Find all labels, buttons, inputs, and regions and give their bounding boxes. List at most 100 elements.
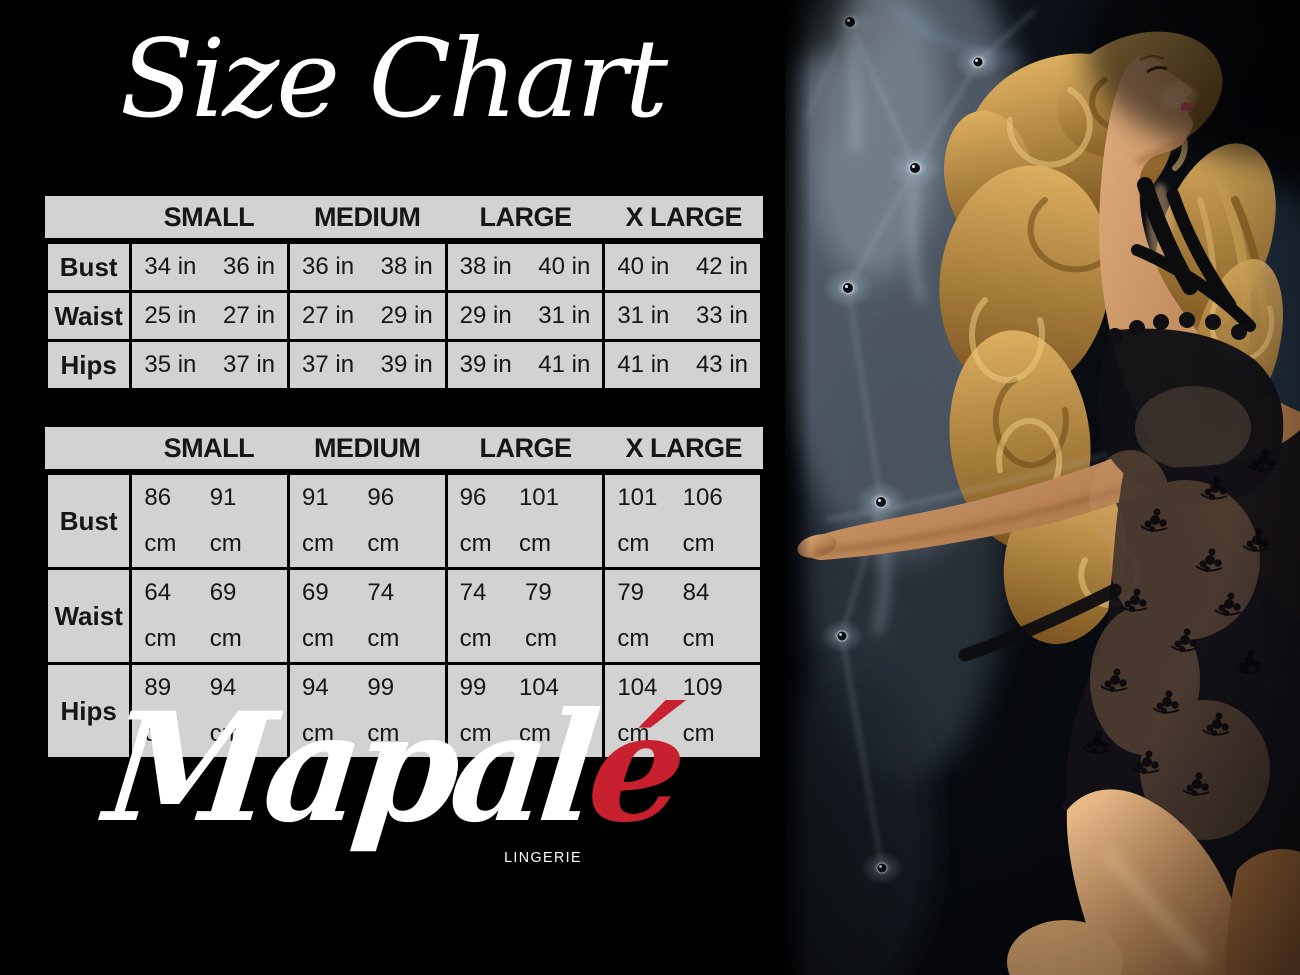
size-value: 106 cm xyxy=(682,484,723,557)
size-value: 35 in xyxy=(144,351,197,378)
row-label: Hips xyxy=(44,662,133,760)
size-table-inches: SMALL MEDIUM LARGE X LARGE Bust 34 in 36 in 36… xyxy=(44,196,763,391)
size-value: 96 cm xyxy=(367,484,400,557)
size-cell: 64 cm 69 cm xyxy=(129,567,291,665)
row-label: Waist xyxy=(44,290,133,342)
size-value: 101 cm xyxy=(617,484,658,557)
size-cell: 36 in 38 in xyxy=(287,241,448,293)
size-value: 27 in xyxy=(222,302,276,329)
brand-logo: Mapalé xyxy=(0,675,795,863)
size-value: 25 in xyxy=(144,302,197,329)
size-value: 94 cm xyxy=(209,674,242,747)
content-panel: Size Chart SMALL MEDIUM LARGE X LARGE Bust 3… xyxy=(44,17,763,866)
row-label: Hips xyxy=(44,339,133,391)
size-value: 104 cm xyxy=(518,674,559,747)
size-value: 38 in xyxy=(459,253,512,280)
size-row-bust: Bust 34 in 36 in 36 in 38 in 38 in 40 in 40 in 4… xyxy=(44,241,763,293)
size-value: 42 in xyxy=(695,253,748,280)
size-cell: 74 cm 79 cm xyxy=(444,567,606,665)
size-cell: 79 cm 84 cm xyxy=(602,567,763,665)
size-value: 99 cm xyxy=(367,674,400,747)
size-value: 40 in xyxy=(617,253,670,280)
column-header-large: LARGE xyxy=(479,201,573,232)
size-cell: 99 cm 104 cm xyxy=(444,662,606,760)
size-value: 41 in xyxy=(617,351,670,378)
size-cell: 34 in 36 in xyxy=(129,241,291,293)
size-table-inches-header: SMALL MEDIUM LARGE X LARGE xyxy=(45,196,763,238)
size-value: 37 in xyxy=(222,351,276,378)
size-cell: 35 in 37 in xyxy=(129,339,291,391)
model-photo xyxy=(785,0,1300,975)
size-table-inches-grid: Bust 34 in 36 in 36 in 38 in 38 in 40 in 40 in 4… xyxy=(44,241,763,391)
brand-tagline: LINGERIE xyxy=(504,849,582,866)
size-cell: 89 cm 94 cm xyxy=(129,662,291,760)
size-value: 79 cm xyxy=(525,579,557,652)
page-title: Size Chart xyxy=(119,17,668,142)
column-header-medium: MEDIUM xyxy=(313,201,421,232)
size-value: 29 in xyxy=(459,302,512,329)
size-value: 41 in xyxy=(538,351,591,378)
size-cell: 38 in 40 in xyxy=(444,241,606,293)
size-cell: 104 cm 109 cm xyxy=(602,662,763,760)
size-cell: 39 in 41 in xyxy=(444,339,606,391)
size-value: 36 in xyxy=(302,253,355,280)
size-cell: 37 in 39 in xyxy=(287,339,448,391)
size-cell: 86 cm 91 cm xyxy=(129,472,291,570)
size-table-centimeters-header: SMALL MEDIUM LARGE X LARGE xyxy=(45,427,763,469)
size-value: 39 in xyxy=(380,351,433,378)
size-table-centimeters: SMALL MEDIUM LARGE X LARGE Bust 86 cm 91 cm 91… xyxy=(44,427,763,760)
size-value: 29 in xyxy=(380,302,433,329)
size-row-waist: Waist 64 cm 69 cm 69 cm 74 cm 74 cm 79 cm 79 cm… xyxy=(44,567,763,665)
size-value: 69 cm xyxy=(209,579,242,652)
size-row-hips: Hips 35 in 37 in 37 in 39 in 39 in 41 in 41 in 4… xyxy=(44,339,763,391)
size-cell: 29 in 31 in xyxy=(444,290,606,342)
size-row-waist: Waist 25 in 27 in 27 in 29 in 29 in 31 in 31 in… xyxy=(44,290,763,342)
size-row-bust: Bust 86 cm 91 cm 91 cm 96 cm 96 cm 101 cm 101 c… xyxy=(44,472,763,570)
size-value: 99 cm xyxy=(459,674,492,747)
size-cell: 101 cm 106 cm xyxy=(602,472,763,570)
size-value: 43 in xyxy=(695,351,748,378)
row-label: Bust xyxy=(44,472,133,570)
size-value: 37 in xyxy=(302,351,355,378)
size-value: 33 in xyxy=(695,302,748,329)
model-photo-illustration xyxy=(785,0,1300,975)
column-header-small: SMALL xyxy=(163,432,255,463)
size-value: 89 cm xyxy=(144,674,177,747)
size-value: 31 in xyxy=(617,302,670,329)
size-value: 109 cm xyxy=(682,674,723,747)
column-header-small: SMALL xyxy=(163,201,255,232)
size-table-centimeters-grid: Bust 86 cm 91 cm 91 cm 96 cm 96 cm 101 cm 101 c… xyxy=(44,472,763,760)
column-header-x-large: X LARGE xyxy=(625,201,743,232)
size-cell: 96 cm 101 cm xyxy=(444,472,606,570)
brand-name: Mapal xyxy=(98,680,600,856)
size-cell: 25 in 27 in xyxy=(129,290,291,342)
column-header-medium: MEDIUM xyxy=(313,432,421,463)
size-row-hips: Hips 89 cm 94 cm 94 cm 99 cm 99 cm 104 cm 104 c… xyxy=(44,662,763,760)
size-value: 39 in xyxy=(459,351,512,378)
brand-name-accent: é xyxy=(580,680,687,856)
size-cell: 27 in 29 in xyxy=(287,290,448,342)
size-value: 64 cm xyxy=(144,579,177,652)
size-value: 69 cm xyxy=(302,579,335,652)
size-value: 36 in xyxy=(222,253,276,280)
size-value: 104 cm xyxy=(617,674,658,747)
size-value: 86 cm xyxy=(144,484,177,557)
size-value: 96 cm xyxy=(459,484,492,557)
size-value: 27 in xyxy=(302,302,355,329)
row-label: Waist xyxy=(44,567,133,665)
size-value: 91 cm xyxy=(302,484,335,557)
size-cell: 91 cm 96 cm xyxy=(287,472,448,570)
size-value: 34 in xyxy=(144,253,197,280)
size-value: 38 in xyxy=(380,253,433,280)
size-value: 94 cm xyxy=(302,674,335,747)
column-header-large: LARGE xyxy=(479,432,573,463)
size-value: 74 cm xyxy=(367,579,400,652)
size-cell: 69 cm 74 cm xyxy=(287,567,448,665)
size-value: 84 cm xyxy=(682,579,715,652)
row-label: Bust xyxy=(44,241,133,293)
size-value: 74 cm xyxy=(459,579,492,652)
size-cell: 31 in 33 in xyxy=(602,290,763,342)
size-value: 91 cm xyxy=(209,484,242,557)
size-value: 101 cm xyxy=(518,484,559,557)
